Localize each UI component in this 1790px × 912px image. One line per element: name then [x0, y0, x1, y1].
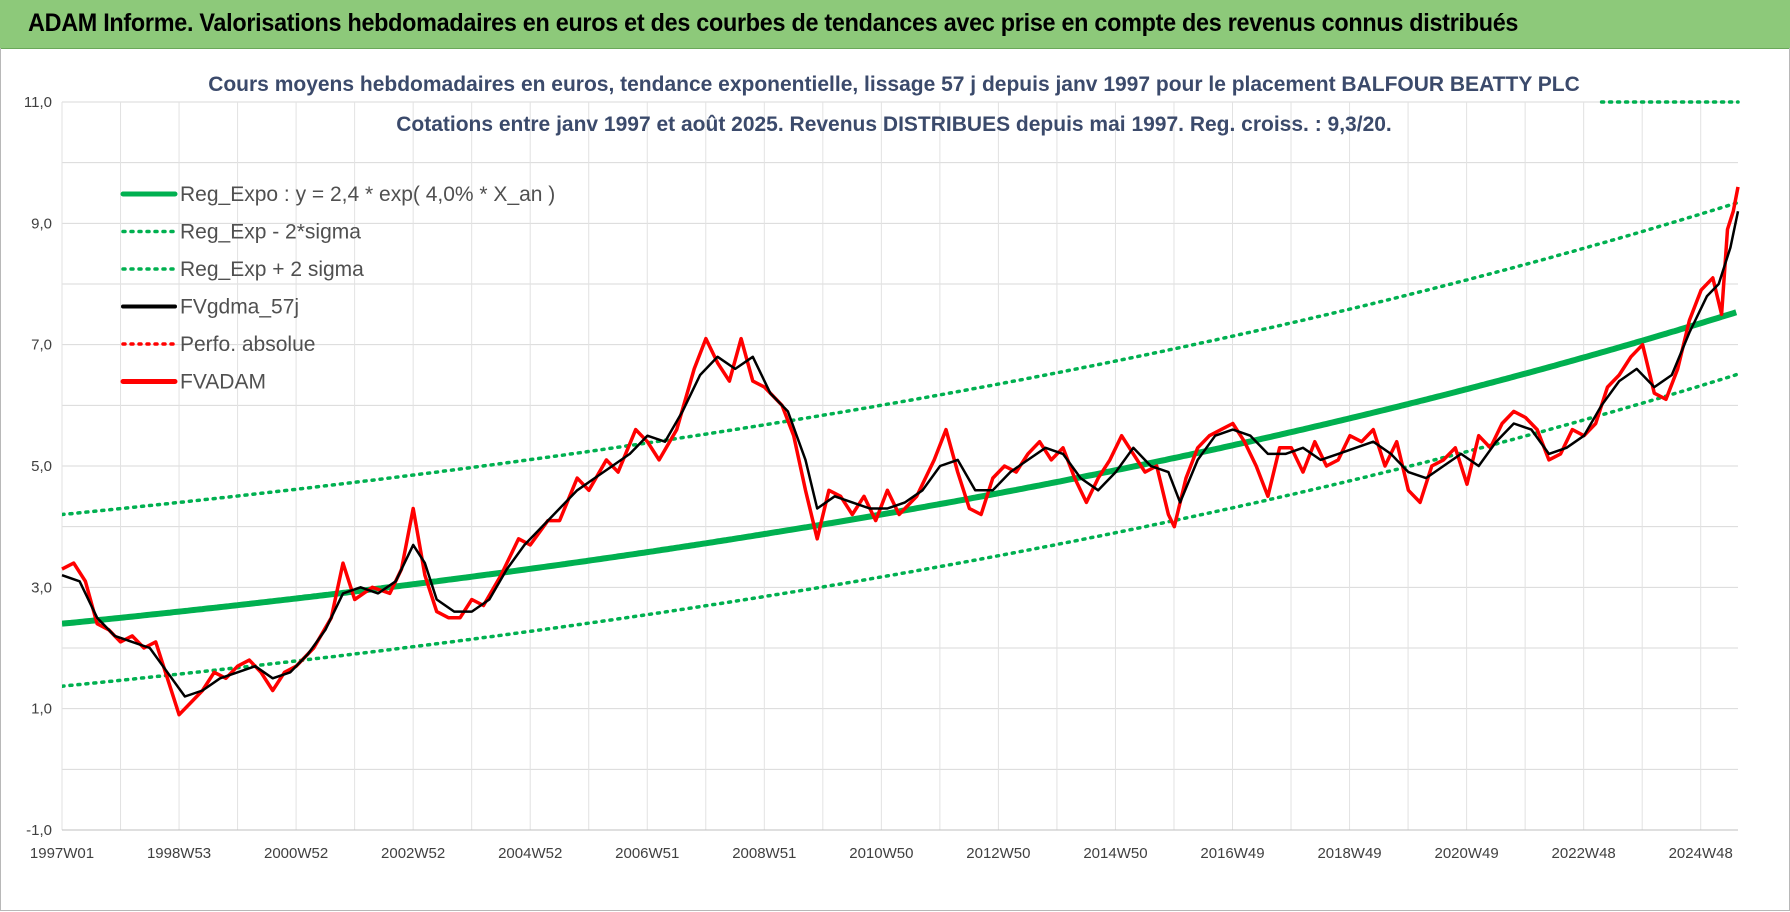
x-tick-label: 2016W49 [1200, 845, 1264, 862]
legend-label: FVADAM [180, 371, 266, 394]
y-tick-label: 1,0 [31, 701, 52, 718]
x-tick-label: 2006W51 [615, 845, 679, 862]
legend-label: Reg_Exp + 2 sigma [180, 258, 364, 281]
legend-label: Perfo. absolue [180, 333, 315, 356]
x-tick-label: 2018W49 [1317, 845, 1381, 862]
legend: Reg_Expo : y = 2,4 * exp( 4,0% * X_an ) R… [120, 183, 555, 394]
y-tick-label: 5,0 [31, 458, 52, 475]
x-tick-label: 2020W49 [1434, 845, 1498, 862]
x-tick-label: 2004W52 [498, 845, 562, 862]
chart-title: Cours moyens hebdomadaires en euros, ten… [208, 73, 1580, 96]
y-tick-label: -1,0 [26, 822, 52, 839]
x-tick-label: 2002W52 [381, 845, 445, 862]
legend-label: Reg_Exp - 2*sigma [180, 221, 361, 244]
y-tick-label: 7,0 [31, 337, 52, 354]
series-fvgdma-57j [61, 210, 1740, 698]
x-tick-label: 2010W50 [849, 845, 913, 862]
series-layer [61, 100, 1740, 717]
banner-title: ADAM Informe. Valorisations hebdomadaire… [28, 9, 1519, 37]
y-tick-label: 11,0 [24, 94, 52, 111]
y-tick-label: 3,0 [31, 579, 52, 596]
x-tick-label: 2022W48 [1552, 845, 1616, 862]
series-reg-expo [62, 309, 1738, 627]
y-tick-label: 9,0 [31, 215, 52, 232]
series-reg-exp-minus-2sigma [62, 372, 1738, 688]
x-tick-label: 1997W01 [30, 845, 94, 862]
x-tick-label: 1998W53 [147, 845, 211, 862]
x-tick-label: 2000W52 [264, 845, 328, 862]
legend-label: Reg_Expo : y = 2,4 * exp( 4,0% * X_an ) [180, 183, 555, 206]
x-tick-label: 2012W50 [966, 845, 1030, 862]
x-tick-label: 2014W50 [1083, 845, 1147, 862]
banner: ADAM Informe. Valorisations hebdomadaire… [0, 0, 1790, 49]
x-tick-label: 2024W48 [1669, 845, 1733, 862]
grid: -1,0 1,0 3,0 5,0 7,0 9,0 11,0 1997W01 1998W53 200… [24, 94, 1738, 862]
legend-label: FVgdma_57j [180, 296, 299, 319]
series-reg-exp-plus-2sigma [62, 201, 1738, 517]
chart-subtitle: Cotations entre janv 1997 et août 2025. … [396, 113, 1392, 136]
x-tick-label: 2008W51 [732, 845, 796, 862]
